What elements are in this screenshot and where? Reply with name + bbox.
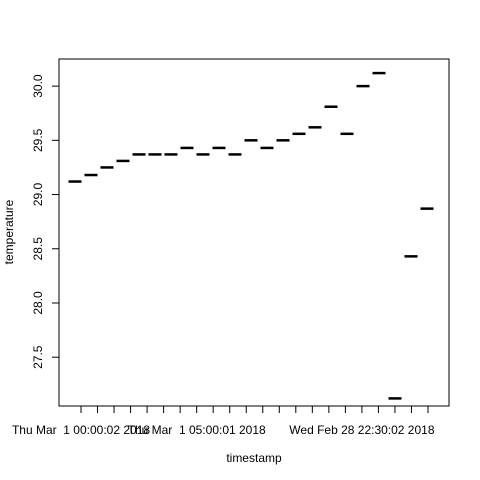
- x-tick-label: Wed Feb 28 22:30:02 2018: [289, 423, 435, 437]
- x-tick-label: Thu Mar 1 00:00:02 2018: [12, 423, 150, 437]
- y-tick-label: 30.0: [31, 74, 45, 98]
- y-axis-title: temperature: [2, 199, 16, 264]
- data-points: [68, 71, 434, 400]
- y-tick-label: 29.5: [31, 128, 45, 152]
- y-tick-label: 28.0: [31, 291, 45, 315]
- y-axis: 27.5 28.0 28.5 29.0 29.5 30.0: [31, 74, 59, 369]
- x-tick-label: Thu Mar 1 05:00:01 2018: [128, 423, 266, 437]
- y-tick-label: 27.5: [31, 345, 45, 369]
- y-tick-label: 28.5: [31, 237, 45, 261]
- plot-frame: [58, 58, 450, 407]
- x-axis-title: timestamp: [226, 451, 282, 465]
- y-tick-label: 29.0: [31, 183, 45, 207]
